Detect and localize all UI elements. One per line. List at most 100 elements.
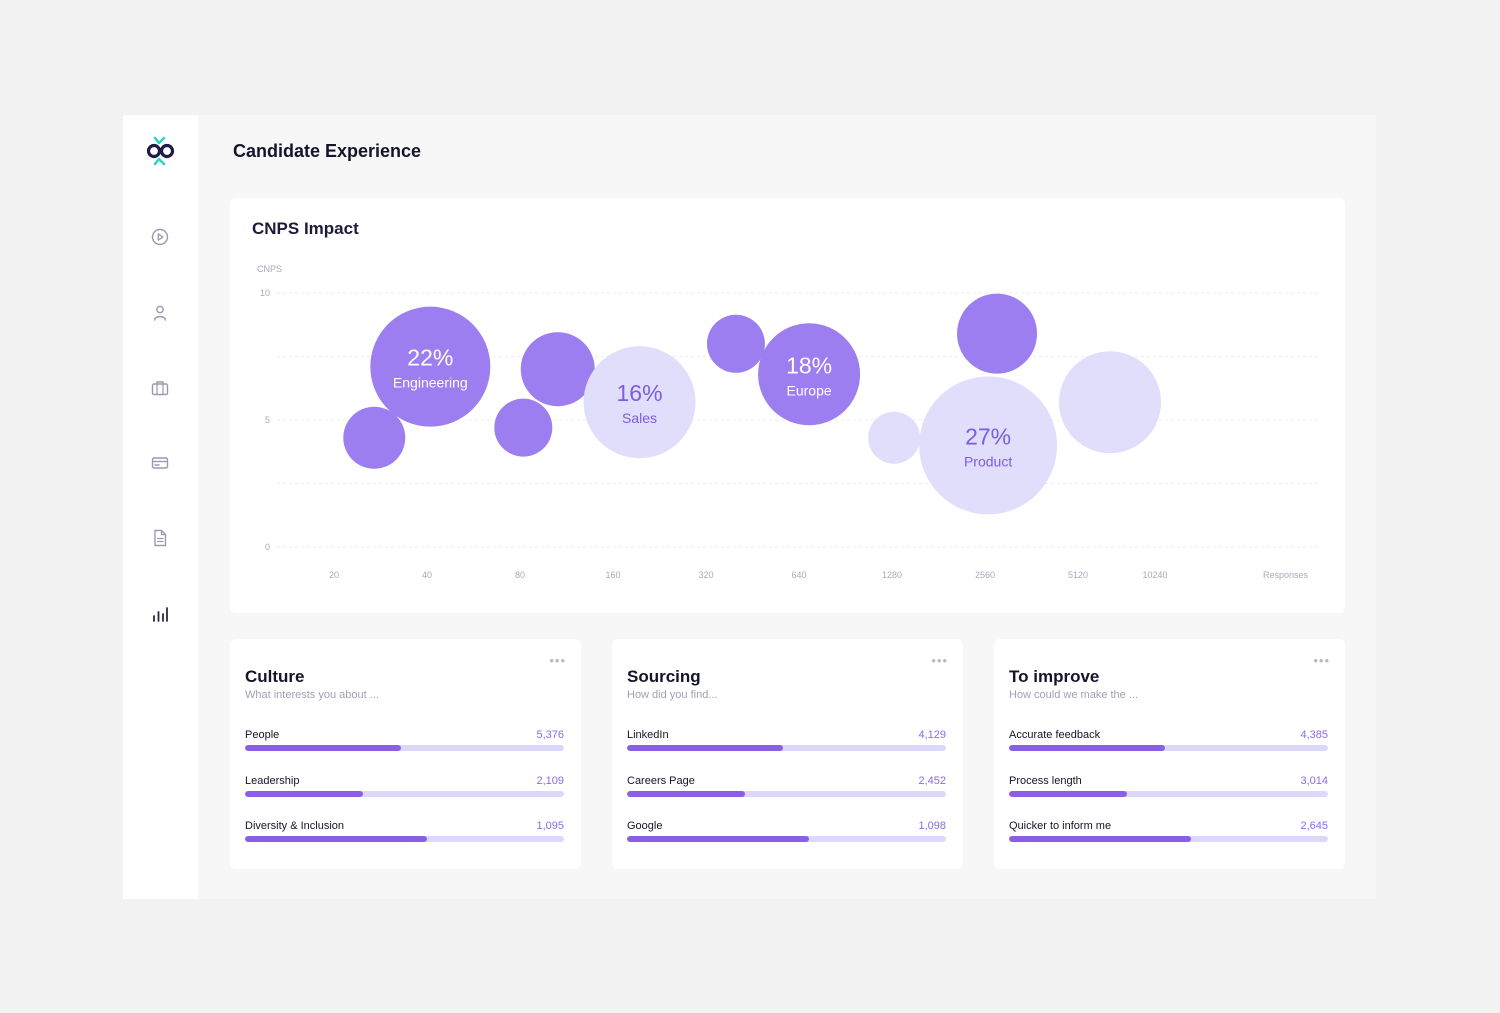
row-label: Diversity & Inclusion <box>245 820 345 832</box>
bubble-percent: 27% <box>965 423 1011 449</box>
x-tick-label: 320 <box>698 570 713 580</box>
progress-track <box>245 745 564 751</box>
bubble <box>868 411 921 464</box>
row-value: 2,645 <box>1300 820 1328 832</box>
progress-row: Careers Page 2,452 <box>627 775 946 805</box>
progress-fill <box>245 791 364 797</box>
more-options-button[interactable]: ••• <box>1313 653 1330 668</box>
progress-track <box>627 836 946 842</box>
progress-fill <box>245 836 427 842</box>
bubble <box>370 306 491 427</box>
logo-icon[interactable] <box>145 136 179 166</box>
card-title: Culture <box>245 667 305 686</box>
metric-card: ••• Culture What interests you about ... Pe… <box>230 639 581 869</box>
card-subtitle: How did you find... <box>627 689 718 701</box>
user-icon[interactable] <box>149 302 171 324</box>
card-subtitle: How could we make the ... <box>1009 689 1139 701</box>
row-label: Careers Page <box>627 775 695 787</box>
card-title: Sourcing <box>627 667 701 686</box>
y-tick-label: 0 <box>265 542 270 552</box>
progress-track <box>245 791 564 797</box>
x-axis-label: Responses <box>1263 570 1309 580</box>
credit-card-icon[interactable] <box>149 452 171 474</box>
bubble <box>758 323 861 426</box>
app-window: Candidate Experience CNPS 10 5 0 20 40 80 160 32… <box>123 115 1376 899</box>
card-title: To improve <box>1009 667 1100 686</box>
x-tick-label: 10240 <box>1142 570 1167 580</box>
progress-row: Diversity & Inclusion 1,095 <box>245 820 564 850</box>
bubble <box>919 376 1058 515</box>
progress-row: Quicker to inform me 2,645 <box>1009 820 1328 850</box>
play-circle-icon[interactable] <box>149 226 171 248</box>
progress-row: Process length 3,014 <box>1009 775 1328 805</box>
row-value: 2,109 <box>536 775 564 787</box>
bubble <box>1059 351 1162 454</box>
y-tick-label: 5 <box>265 415 270 425</box>
bubble <box>957 293 1038 374</box>
progress-fill <box>627 791 746 797</box>
progress-track <box>627 745 946 751</box>
bubble <box>520 332 595 407</box>
progress-fill <box>627 836 809 842</box>
progress-fill <box>1009 791 1128 797</box>
metric-card: ••• Sourcing How did you find... LinkedIn 4,… <box>612 639 963 869</box>
bubble-percent: 18% <box>786 352 832 378</box>
more-options-button[interactable]: ••• <box>549 653 566 668</box>
progress-fill <box>1009 745 1166 751</box>
sidebar <box>123 115 198 899</box>
progress-fill <box>1009 836 1191 842</box>
bar-chart-icon[interactable] <box>149 603 171 625</box>
chart-title: CNPS Impact <box>252 219 359 238</box>
row-value: 3,014 <box>1300 775 1328 787</box>
card-subtitle: What interests you about ... <box>245 689 379 701</box>
row-label: Quicker to inform me <box>1009 820 1112 832</box>
x-tick-label: 640 <box>791 570 806 580</box>
progress-track <box>1009 791 1328 797</box>
cnps-impact-card: CNPS 10 5 0 20 40 80 160 320 640 1280 2560 5120 10240… <box>230 198 1345 613</box>
row-value: 4,129 <box>918 729 946 741</box>
bubble <box>706 314 765 373</box>
row-value: 5,376 <box>536 729 564 741</box>
x-tick-label: 160 <box>605 570 620 580</box>
progress-track <box>1009 836 1328 842</box>
metric-card: ••• To improve How could we make the ... Ac… <box>994 639 1345 869</box>
more-options-button[interactable]: ••• <box>931 653 948 668</box>
x-tick-label: 2560 <box>975 570 995 580</box>
row-value: 1,095 <box>536 820 564 832</box>
y-axis-label: CNPS <box>257 264 282 274</box>
progress-track <box>1009 745 1328 751</box>
progress-row: Accurate feedback 4,385 <box>1009 729 1328 759</box>
row-value: 1,098 <box>918 820 946 832</box>
progress-track <box>245 836 564 842</box>
bubble <box>343 406 406 469</box>
progress-row: LinkedIn 4,129 <box>627 729 946 759</box>
progress-track <box>627 791 946 797</box>
bubble-label: Europe <box>787 382 832 398</box>
row-value: 4,385 <box>1300 729 1328 741</box>
bubble-chart: CNPS 10 5 0 20 40 80 160 320 640 1280 2560 5120 10240… <box>257 264 1320 580</box>
progress-row: People 5,376 <box>245 729 564 759</box>
document-icon[interactable] <box>149 527 171 549</box>
row-value: 2,452 <box>918 775 946 787</box>
x-tick-label: 20 <box>329 570 339 580</box>
page-title: Candidate Experience <box>233 141 422 161</box>
x-tick-label: 1280 <box>882 570 902 580</box>
row-label: Process length <box>1009 775 1082 787</box>
bubble-label: Sales <box>622 410 657 426</box>
bubble <box>494 398 553 457</box>
row-label: Leadership <box>245 775 300 787</box>
row-label: Accurate feedback <box>1009 729 1101 741</box>
progress-row: Google 1,098 <box>627 820 946 850</box>
row-label: Google <box>627 820 663 832</box>
progress-fill <box>245 745 402 751</box>
x-tick-label: 80 <box>515 570 525 580</box>
y-tick-label: 10 <box>260 288 270 298</box>
bubble-label: Engineering <box>393 375 468 391</box>
x-tick-label: 40 <box>422 570 432 580</box>
bubble-percent: 22% <box>407 345 453 371</box>
briefcase-icon[interactable] <box>149 377 171 399</box>
progress-fill <box>627 745 784 751</box>
x-tick-label: 5120 <box>1068 570 1088 580</box>
bubble <box>583 346 696 459</box>
progress-row: Leadership 2,109 <box>245 775 564 805</box>
